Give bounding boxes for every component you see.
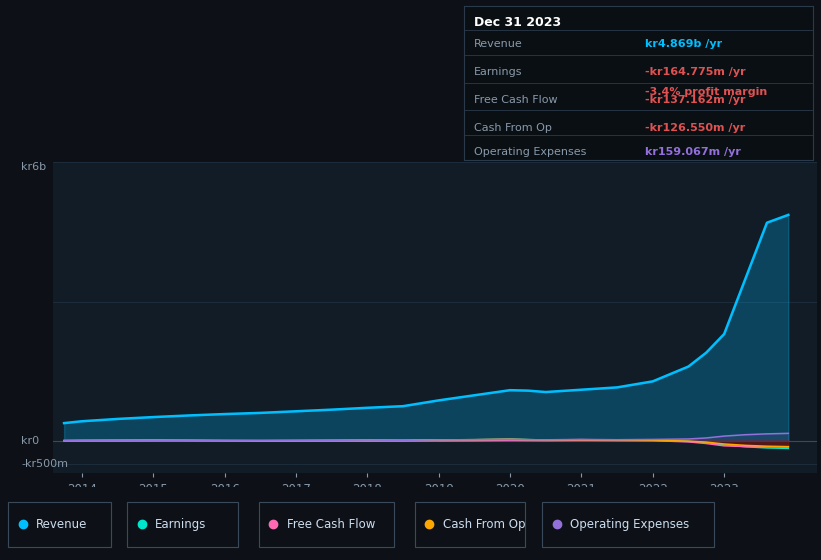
Text: Cash From Op: Cash From Op	[475, 123, 553, 133]
Text: -kr164.775m /yr: -kr164.775m /yr	[645, 67, 746, 77]
Text: -3.4% profit margin: -3.4% profit margin	[645, 87, 768, 97]
Text: Earnings: Earnings	[155, 518, 207, 531]
Text: Cash From Op: Cash From Op	[443, 518, 525, 531]
Bar	[8, 502, 111, 547]
Text: Operating Expenses: Operating Expenses	[475, 147, 587, 157]
Text: -kr126.550m /yr: -kr126.550m /yr	[645, 123, 745, 133]
Text: Revenue: Revenue	[475, 39, 523, 49]
Bar	[415, 502, 525, 547]
Text: Free Cash Flow: Free Cash Flow	[475, 95, 558, 105]
Text: -kr137.162m /yr: -kr137.162m /yr	[645, 95, 745, 105]
Text: kr4.869b /yr: kr4.869b /yr	[645, 39, 722, 49]
Text: Earnings: Earnings	[475, 67, 523, 77]
Text: Dec 31 2023: Dec 31 2023	[475, 16, 562, 29]
Text: Free Cash Flow: Free Cash Flow	[287, 518, 375, 531]
Text: Revenue: Revenue	[36, 518, 88, 531]
Bar	[259, 502, 394, 547]
Text: kr159.067m /yr: kr159.067m /yr	[645, 147, 741, 157]
Text: kr6b: kr6b	[21, 162, 47, 172]
Text: Operating Expenses: Operating Expenses	[570, 518, 689, 531]
Bar	[127, 502, 238, 547]
Text: kr0: kr0	[21, 436, 39, 446]
Text: -kr500m: -kr500m	[21, 459, 68, 469]
Bar	[542, 502, 714, 547]
